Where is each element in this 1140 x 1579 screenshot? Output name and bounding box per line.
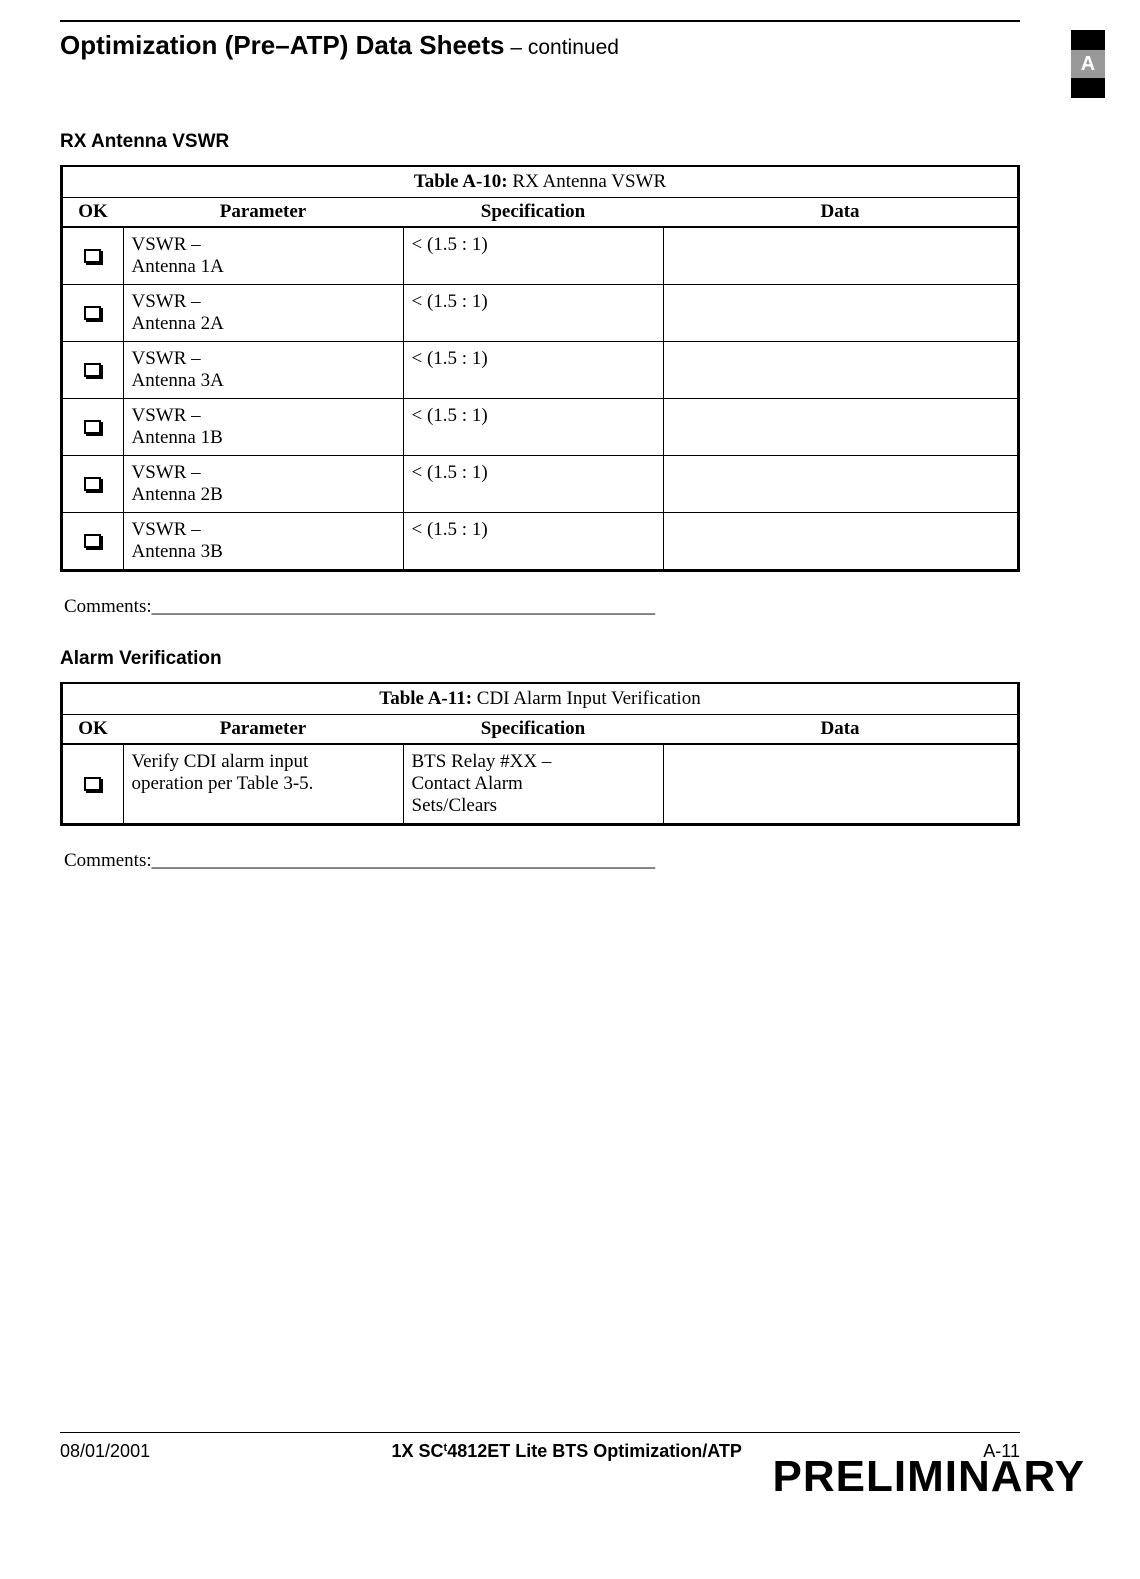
- data-cell: [663, 744, 1017, 823]
- param-cell: Verify CDI alarm inputoperation per Tabl…: [123, 744, 403, 823]
- checkbox-icon[interactable]: [84, 306, 101, 320]
- col-specification: Specification: [403, 715, 663, 745]
- table-row: VSWR –Antenna 3B< (1.5 : 1): [63, 513, 1017, 570]
- col-ok: OK: [63, 198, 123, 228]
- data-cell: [663, 342, 1017, 399]
- comments-alarm: Comments:_______________________________…: [64, 850, 1020, 872]
- table-a10: Table A-10: RX Antenna VSWR OK Parameter…: [60, 165, 1020, 572]
- appendix-tab: A: [1071, 30, 1105, 98]
- ok-checkbox-cell: [63, 513, 123, 570]
- data-cell: [663, 513, 1017, 570]
- col-specification: Specification: [403, 198, 663, 228]
- spec-cell: < (1.5 : 1): [403, 513, 663, 570]
- table-row: Verify CDI alarm inputoperation per Tabl…: [63, 744, 1017, 823]
- checkbox-icon[interactable]: [84, 363, 101, 377]
- section-heading-rx: RX Antenna VSWR: [60, 131, 1020, 153]
- param-cell: VSWR –Antenna 2A: [123, 285, 403, 342]
- page-title-main: Optimization (Pre–ATP) Data Sheets: [60, 30, 505, 60]
- appendix-letter: A: [1071, 50, 1105, 78]
- section-heading-alarm: Alarm Verification: [60, 648, 1020, 670]
- checkbox-icon[interactable]: [84, 477, 101, 491]
- col-parameter: Parameter: [123, 198, 403, 228]
- footer-doc-title: 1X SCt4812ET Lite BTS Optimization/ATP: [391, 1441, 741, 1462]
- page-title-suffix: – continued: [505, 36, 619, 59]
- table-a11: Table A-11: CDI Alarm Input Verification…: [60, 682, 1020, 826]
- data-cell: [663, 399, 1017, 456]
- preliminary-watermark: PRELIMINARY: [773, 1452, 1086, 1502]
- ok-checkbox-cell: [63, 399, 123, 456]
- checkbox-icon[interactable]: [84, 534, 101, 548]
- ok-checkbox-cell: [63, 456, 123, 513]
- spec-cell: < (1.5 : 1): [403, 227, 663, 285]
- page-title: Optimization (Pre–ATP) Data Sheets – con…: [60, 30, 1020, 61]
- param-cell: VSWR –Antenna 3A: [123, 342, 403, 399]
- col-data: Data: [663, 198, 1017, 228]
- table-row: VSWR –Antenna 2B< (1.5 : 1): [63, 456, 1017, 513]
- data-cell: [663, 227, 1017, 285]
- ok-checkbox-cell: [63, 227, 123, 285]
- param-cell: VSWR –Antenna 1A: [123, 227, 403, 285]
- checkbox-icon[interactable]: [84, 777, 101, 791]
- param-cell: VSWR –Antenna 3B: [123, 513, 403, 570]
- checkbox-icon[interactable]: [84, 249, 101, 263]
- table-row: VSWR –Antenna 1B< (1.5 : 1): [63, 399, 1017, 456]
- footer-date: 08/01/2001: [60, 1441, 150, 1462]
- footer-rule: [60, 1432, 1020, 1433]
- checkbox-icon[interactable]: [84, 420, 101, 434]
- ok-checkbox-cell: [63, 342, 123, 399]
- col-data: Data: [663, 715, 1017, 745]
- comments-rx: Comments:_______________________________…: [64, 596, 1020, 618]
- table-row: VSWR –Antenna 2A< (1.5 : 1): [63, 285, 1017, 342]
- table-a10-title: Table A-10: RX Antenna VSWR: [63, 167, 1017, 198]
- param-cell: VSWR –Antenna 2B: [123, 456, 403, 513]
- spec-cell: < (1.5 : 1): [403, 456, 663, 513]
- col-ok: OK: [63, 715, 123, 745]
- data-cell: [663, 285, 1017, 342]
- col-parameter: Parameter: [123, 715, 403, 745]
- spec-cell: < (1.5 : 1): [403, 399, 663, 456]
- table-row: VSWR –Antenna 1A< (1.5 : 1): [63, 227, 1017, 285]
- table-row: VSWR –Antenna 3A< (1.5 : 1): [63, 342, 1017, 399]
- data-cell: [663, 456, 1017, 513]
- header-rule: [60, 20, 1020, 22]
- param-cell: VSWR –Antenna 1B: [123, 399, 403, 456]
- spec-cell: < (1.5 : 1): [403, 342, 663, 399]
- table-a11-title: Table A-11: CDI Alarm Input Verification: [63, 684, 1017, 715]
- spec-cell: < (1.5 : 1): [403, 285, 663, 342]
- ok-checkbox-cell: [63, 285, 123, 342]
- ok-checkbox-cell: [63, 744, 123, 823]
- spec-cell: BTS Relay #XX –Contact AlarmSets/Clears: [403, 744, 663, 823]
